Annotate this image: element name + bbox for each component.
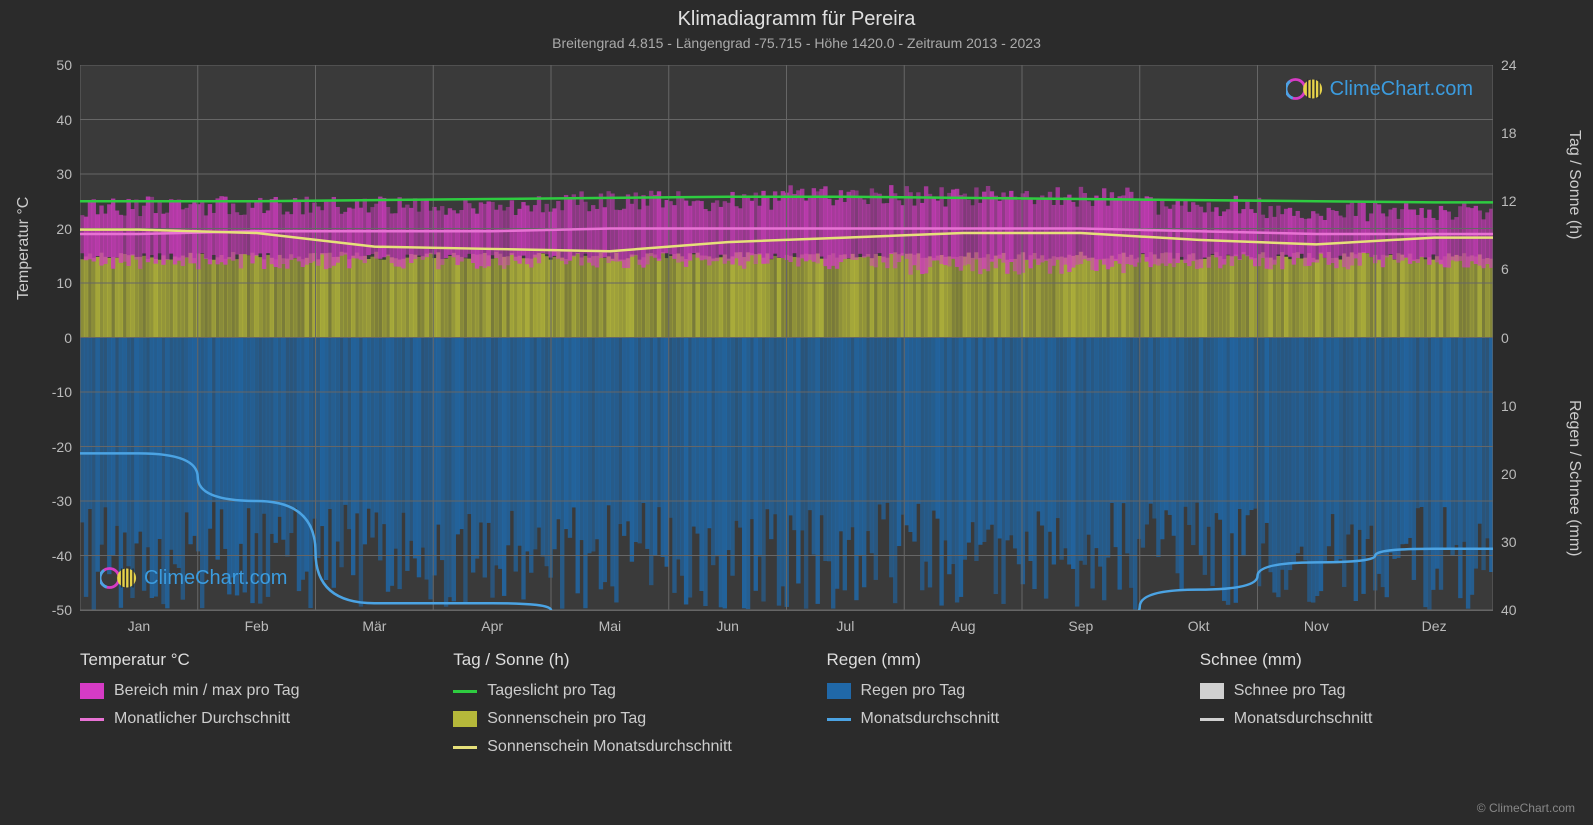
legend-item: Tageslicht pro Tag <box>453 682 786 700</box>
watermark-logo-top: ClimeChart.com <box>1286 77 1473 101</box>
y-right-tick: 24 <box>1493 57 1517 73</box>
y-left-tick: -20 <box>52 439 80 455</box>
x-tick: Aug <box>951 610 976 634</box>
x-tick: Jul <box>836 610 854 634</box>
y-left-tick: 10 <box>56 275 80 291</box>
legend-box-swatch <box>453 711 477 727</box>
y-right-tick: 6 <box>1493 261 1509 277</box>
legend-item: Sonnenschein pro Tag <box>453 710 786 728</box>
legend-item-label: Tageslicht pro Tag <box>487 682 616 700</box>
legend-item-label: Monatsdurchschnitt <box>861 710 1000 728</box>
logo-icon <box>1286 77 1324 101</box>
legend-col-title: Temperatur °C <box>80 650 413 670</box>
y-right-tick: 30 <box>1493 534 1517 550</box>
y-left-tick: -40 <box>52 548 80 564</box>
logo-text: ClimeChart.com <box>1330 78 1473 101</box>
legend-item-label: Monatlicher Durchschnitt <box>114 710 290 728</box>
x-tick: Apr <box>481 610 503 634</box>
logo-icon <box>100 566 138 590</box>
logo-text: ClimeChart.com <box>144 567 287 590</box>
legend-col-title: Regen (mm) <box>827 650 1160 670</box>
y-right-tick: 18 <box>1493 125 1517 141</box>
y-axis-left-label: Temperatur °C <box>15 197 33 300</box>
y-axis-right-label-top: Tag / Sonne (h) <box>1565 130 1583 239</box>
chart-title: Klimadiagramm für Pereira <box>0 0 1593 31</box>
x-tick: Jun <box>716 610 739 634</box>
legend-item-label: Regen pro Tag <box>861 682 966 700</box>
y-left-tick: -10 <box>52 384 80 400</box>
legend-col-temperature: Temperatur °C Bereich min / max pro Tag M… <box>80 650 413 766</box>
legend-col-daysun: Tag / Sonne (h) Tageslicht pro Tag Sonnen… <box>453 650 786 766</box>
legend-col-snow: Schnee (mm) Schnee pro Tag Monatsdurchsch… <box>1200 650 1533 766</box>
legend-col-title: Tag / Sonne (h) <box>453 650 786 670</box>
legend-item-label: Monatsdurchschnitt <box>1234 710 1373 728</box>
x-tick: Mai <box>599 610 622 634</box>
y-left-tick: 40 <box>56 112 80 128</box>
x-tick: Feb <box>245 610 269 634</box>
y-left-tick: 20 <box>56 221 80 237</box>
legend-item: Monatsdurchschnitt <box>1200 710 1533 728</box>
legend: Temperatur °C Bereich min / max pro Tag M… <box>80 650 1533 766</box>
legend-item: Schnee pro Tag <box>1200 682 1533 700</box>
legend-item: Sonnenschein Monatsdurchschnitt <box>453 738 786 756</box>
legend-line-swatch <box>80 718 104 721</box>
y-left-tick: 50 <box>56 57 80 73</box>
legend-line-swatch <box>1200 718 1224 721</box>
legend-box-swatch <box>80 683 104 699</box>
y-left-tick: -50 <box>52 602 80 618</box>
x-tick: Okt <box>1188 610 1210 634</box>
legend-line-swatch <box>453 690 477 693</box>
x-tick: Jan <box>128 610 151 634</box>
chart-subtitle: Breitengrad 4.815 - Längengrad -75.715 -… <box>0 31 1593 51</box>
y-axis-right-label-bottom: Regen / Schnee (mm) <box>1565 400 1583 557</box>
x-tick: Mär <box>362 610 386 634</box>
legend-item: Monatlicher Durchschnitt <box>80 710 413 728</box>
x-tick: Dez <box>1422 610 1447 634</box>
legend-item-label: Sonnenschein Monatsdurchschnitt <box>487 738 732 756</box>
chart-svg <box>80 65 1493 610</box>
legend-col-title: Schnee (mm) <box>1200 650 1533 670</box>
y-left-tick: 0 <box>64 330 80 346</box>
y-right-tick: 20 <box>1493 466 1517 482</box>
legend-item: Monatsdurchschnitt <box>827 710 1160 728</box>
x-tick: Sep <box>1068 610 1093 634</box>
y-right-tick: 40 <box>1493 602 1517 618</box>
legend-item-label: Schnee pro Tag <box>1234 682 1346 700</box>
copyright-text: © ClimeChart.com <box>1477 801 1575 815</box>
x-tick: Nov <box>1304 610 1329 634</box>
y-right-tick: 12 <box>1493 193 1517 209</box>
y-right-tick: 10 <box>1493 398 1517 414</box>
legend-line-swatch <box>827 718 851 721</box>
chart-plot-area: ClimeChart.com ClimeChart.com -50-40-30-… <box>80 65 1493 611</box>
legend-box-swatch <box>827 683 851 699</box>
legend-item: Bereich min / max pro Tag <box>80 682 413 700</box>
legend-box-swatch <box>1200 683 1224 699</box>
y-right-tick: 0 <box>1493 330 1509 346</box>
y-left-tick: 30 <box>56 166 80 182</box>
legend-col-rain: Regen (mm) Regen pro Tag Monatsdurchschni… <box>827 650 1160 766</box>
watermark-logo-bottom: ClimeChart.com <box>100 566 287 590</box>
legend-item: Regen pro Tag <box>827 682 1160 700</box>
legend-item-label: Bereich min / max pro Tag <box>114 682 300 700</box>
climate-chart-container: Klimadiagramm für Pereira Breitengrad 4.… <box>0 0 1593 825</box>
legend-item-label: Sonnenschein pro Tag <box>487 710 646 728</box>
y-left-tick: -30 <box>52 493 80 509</box>
legend-line-swatch <box>453 746 477 749</box>
